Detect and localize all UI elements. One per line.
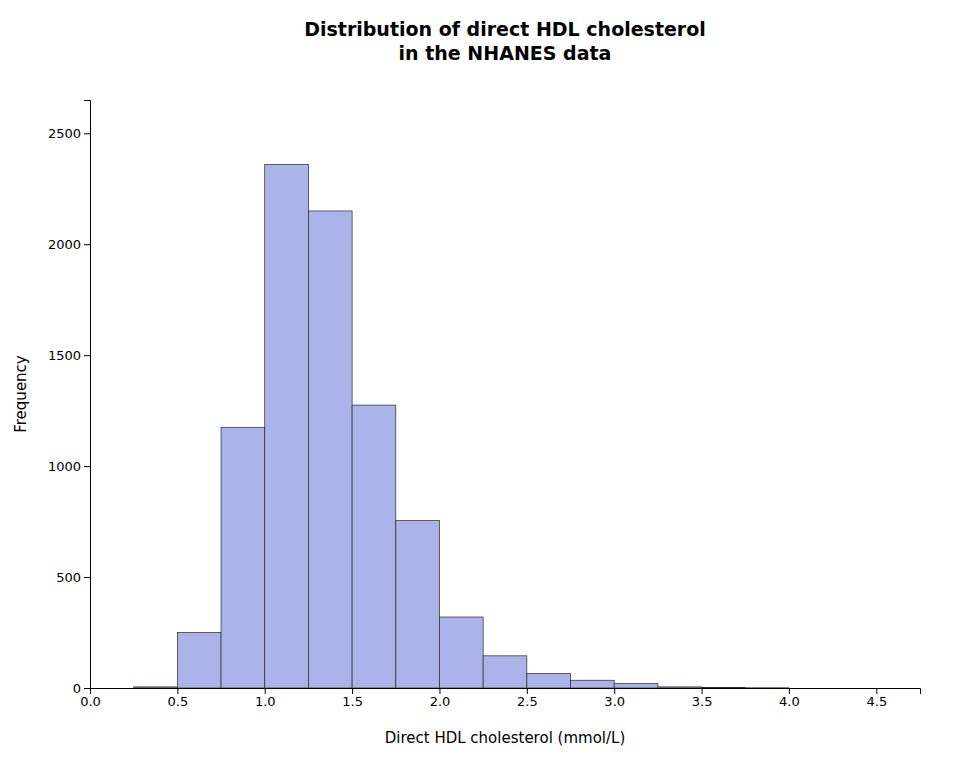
x-tick: 1.0 (255, 688, 276, 709)
y-tick-mark (84, 244, 90, 245)
bar (221, 427, 265, 688)
x-tick: 4.0 (779, 688, 800, 709)
bar (90, 688, 134, 689)
plot-area: 0.0 0.5 1.0 1.5 2.0 2.5 3.0 3.5 4.0 4.5 0 500 1000 15… (48, 101, 921, 710)
x-tick-mark (789, 688, 790, 694)
x-tick: 3.5 (692, 688, 713, 709)
x-tick-label: 2.5 (517, 694, 538, 709)
bar (396, 520, 440, 688)
y-tick-mark (84, 577, 90, 578)
y-tick: 0 (73, 681, 90, 696)
x-tick-mark (352, 688, 353, 694)
x-tick-label: 4.5 (866, 694, 887, 709)
x-axis: 0.0 0.5 1.0 1.5 2.0 2.5 3.0 3.5 4.0 4.5 (80, 688, 920, 709)
x-tick: 2.0 (430, 688, 451, 709)
x-tick: 3.0 (604, 688, 625, 709)
y-tick-label: 0 (73, 681, 81, 696)
bar (527, 674, 571, 688)
x-tick: 0.5 (168, 688, 189, 709)
y-tick-label: 2000 (48, 237, 81, 252)
bar (658, 687, 702, 688)
y-tick: 2500 (48, 126, 90, 141)
bars (134, 164, 789, 688)
x-tick: 4.5 (866, 688, 887, 709)
y-tick-mark (84, 466, 90, 467)
x-tick-mark (702, 688, 703, 694)
bar (789, 688, 833, 689)
chart: 0.0 0.5 1.0 1.5 2.0 2.5 3.0 3.5 4.0 4.5 0 500 1000 15… (0, 0, 960, 768)
bar (177, 633, 221, 688)
y-tick-label: 2500 (48, 126, 81, 141)
x-tick-label: 0.5 (168, 694, 189, 709)
bar (134, 687, 178, 688)
y-tick: 1000 (48, 459, 90, 474)
bar (745, 687, 789, 688)
x-tick-label: 1.5 (342, 694, 363, 709)
x-tick-label: 3.0 (604, 694, 625, 709)
x-tick-mark (177, 688, 178, 694)
x-tick-mark (614, 688, 615, 694)
bar (265, 164, 309, 688)
y-tick: 2000 (48, 237, 90, 252)
bar (439, 617, 483, 688)
bar (702, 687, 746, 688)
bar (483, 656, 527, 688)
y-tick: 1500 (48, 348, 90, 363)
x-axis-title: Direct HDL cholesterol (mmol/L) (385, 729, 626, 747)
x-tick-label: 4.0 (779, 694, 800, 709)
y-axis-line (84, 101, 91, 689)
y-tick-label: 1500 (48, 348, 81, 363)
y-axis: 0 500 1000 1500 2000 2500 (48, 101, 91, 696)
x-tick: 0.0 (80, 688, 101, 709)
title: Distribution of direct HDL cholesterolin… (304, 18, 706, 64)
bar (571, 680, 615, 688)
title-line: Distribution of direct HDL cholesterol (304, 18, 706, 40)
bar (308, 211, 352, 688)
x-tick-label: 1.0 (255, 694, 276, 709)
y-tick-mark (84, 688, 90, 689)
x-tick-label: 2.0 (430, 694, 451, 709)
bar (352, 405, 396, 688)
y-tick: 500 (56, 570, 90, 585)
x-axis-line (91, 689, 921, 695)
y-axis-title: Frequency (12, 355, 30, 433)
y-tick-mark (84, 355, 90, 356)
y-tick-label: 1000 (48, 459, 81, 474)
title-line: in the NHANES data (399, 42, 612, 64)
x-tick: 2.5 (517, 688, 538, 709)
x-tick-label: 3.5 (692, 694, 713, 709)
x-tick-mark (439, 688, 440, 694)
x-tick-mark (876, 688, 877, 694)
x-tick-label: 0.0 (80, 694, 101, 709)
x-tick: 1.5 (342, 688, 363, 709)
x-tick-mark (265, 688, 266, 694)
bar (614, 684, 658, 688)
y-tick-mark (84, 133, 90, 134)
bar (833, 688, 877, 689)
y-tick-label: 500 (56, 570, 81, 585)
x-tick-mark (527, 688, 528, 694)
